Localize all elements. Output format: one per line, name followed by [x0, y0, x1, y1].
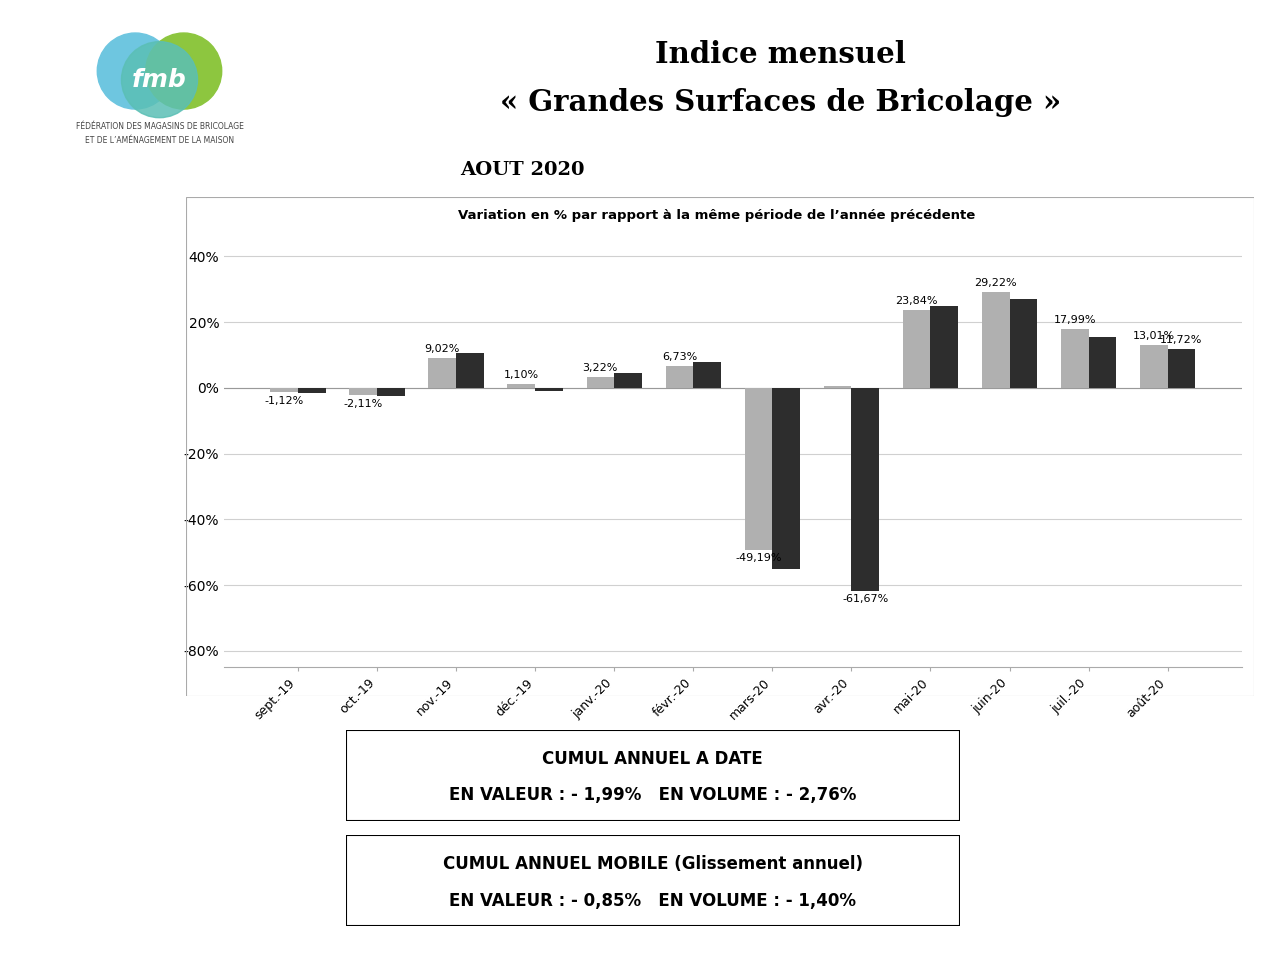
Text: CUMUL ANNUEL A DATE: CUMUL ANNUEL A DATE — [543, 750, 763, 768]
Bar — [429, 358, 456, 388]
Text: Variation en % par rapport à la même période de l’année précédente: Variation en % par rapport à la même pér… — [458, 209, 975, 223]
Text: -61,67%: -61,67% — [842, 594, 888, 605]
Bar — [902, 309, 931, 388]
Text: 11,72%: 11,72% — [1161, 335, 1203, 346]
Bar — [1088, 337, 1116, 388]
Bar — [1167, 349, 1196, 388]
Bar — [694, 362, 721, 388]
Bar — [931, 305, 959, 388]
Bar — [851, 388, 879, 590]
Text: 13,01%: 13,01% — [1133, 331, 1175, 341]
Circle shape — [97, 33, 173, 109]
Text: CUMUL ANNUEL MOBILE (Glissement annuel): CUMUL ANNUEL MOBILE (Glissement annuel) — [443, 855, 863, 874]
Bar — [772, 388, 800, 568]
Bar — [349, 388, 378, 395]
Bar — [270, 388, 298, 392]
Bar — [378, 388, 404, 396]
Text: 29,22%: 29,22% — [974, 277, 1018, 288]
Bar — [824, 386, 851, 388]
Text: EN VALEUR : - 0,85%   EN VOLUME : - 1,40%: EN VALEUR : - 0,85% EN VOLUME : - 1,40% — [449, 892, 856, 910]
Text: 17,99%: 17,99% — [1053, 315, 1096, 324]
Circle shape — [122, 41, 197, 118]
Bar — [456, 353, 484, 388]
Bar — [614, 373, 641, 388]
Bar — [982, 292, 1010, 388]
Text: « Grandes Surfaces de Bricolage »: « Grandes Surfaces de Bricolage » — [500, 88, 1061, 117]
Text: 1,10%: 1,10% — [504, 371, 539, 380]
Bar — [1010, 300, 1037, 388]
Text: -1,12%: -1,12% — [265, 396, 303, 405]
Bar — [507, 384, 535, 388]
Text: fmb: fmb — [132, 68, 187, 92]
Text: -2,11%: -2,11% — [343, 398, 383, 409]
Text: FÉDÉRATION DES MAGASINS DE BRICOLAGE: FÉDÉRATION DES MAGASINS DE BRICOLAGE — [76, 122, 243, 131]
Bar — [666, 366, 694, 388]
Bar — [535, 388, 563, 391]
Text: 6,73%: 6,73% — [662, 351, 698, 362]
Text: 23,84%: 23,84% — [896, 296, 938, 305]
Text: Indice mensuel: Indice mensuel — [655, 40, 906, 69]
Bar — [298, 388, 325, 393]
Text: -49,19%: -49,19% — [735, 554, 782, 564]
Text: ET DE L’AMÉNAGEMENT DE LA MAISON: ET DE L’AMÉNAGEMENT DE LA MAISON — [84, 135, 234, 145]
Circle shape — [146, 33, 221, 109]
Bar — [745, 388, 772, 549]
Bar — [1140, 346, 1167, 388]
Bar — [1061, 328, 1088, 388]
Text: 9,02%: 9,02% — [425, 345, 460, 354]
Bar — [586, 377, 614, 388]
Text: EN VALEUR : - 1,99%   EN VOLUME : - 2,76%: EN VALEUR : - 1,99% EN VOLUME : - 2,76% — [449, 786, 856, 804]
Text: AOUT 2020: AOUT 2020 — [461, 161, 585, 179]
Text: 3,22%: 3,22% — [582, 363, 618, 373]
Legend: Valeur, Volume: Valeur, Volume — [637, 755, 828, 780]
